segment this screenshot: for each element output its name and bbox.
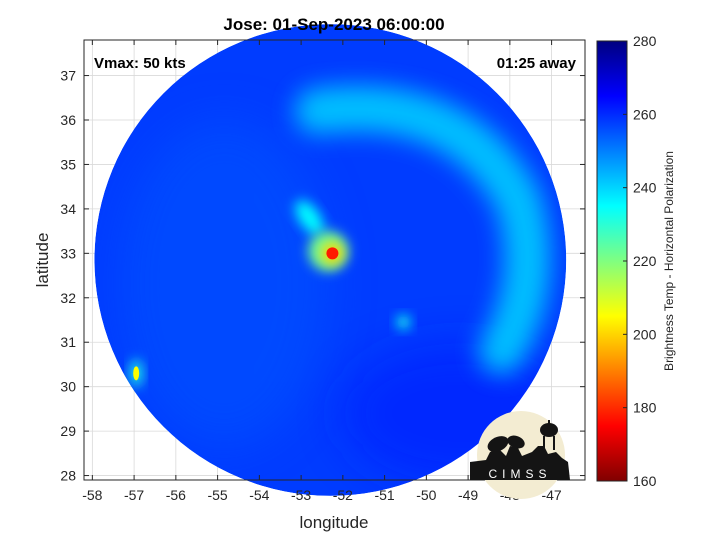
feature-storm-core	[326, 247, 339, 260]
colorbar-tick-label: 200	[633, 326, 657, 342]
y-axis-label: latitude	[33, 233, 52, 288]
x-tick-label: -47	[541, 487, 561, 503]
x-tick-label: -50	[416, 487, 436, 503]
swath-texture	[118, 118, 331, 449]
x-axis-ticks: -58-57-56-55-54-53-52-51-50-49-48-47	[82, 40, 562, 503]
y-tick-label: 31	[60, 334, 76, 350]
plot-frame	[83, 39, 586, 481]
y-tick-label: 35	[60, 156, 76, 172]
x-tick-label: -58	[82, 487, 102, 503]
feature-outer-band	[294, 85, 551, 375]
colorbar-tick-label: 260	[633, 106, 657, 122]
x-tick-label: -55	[207, 487, 227, 503]
time-offset-annotation: 01:25 away	[497, 55, 577, 72]
colorbar-tick-label: 240	[633, 180, 657, 196]
x-tick-label: -57	[124, 487, 144, 503]
y-tick-label: 34	[60, 201, 76, 217]
vmax-annotation: Vmax: 50 kts	[94, 55, 186, 72]
x-tick-label: -56	[166, 487, 186, 503]
cimss-logo: CIMSS	[470, 411, 570, 499]
feature-east-cell	[396, 315, 411, 330]
y-tick-label: 33	[60, 245, 76, 261]
colorbar-tick-label: 160	[633, 473, 657, 489]
colorbar-tick-label: 180	[633, 400, 657, 416]
y-tick-label: 32	[60, 290, 76, 306]
colorbar-label: Brightness Temp - Horizontal Polarizatio…	[662, 151, 676, 371]
feature-west-edge	[133, 366, 140, 381]
y-tick-label: 28	[60, 468, 76, 484]
y-axis-ticks: 28 29 30 31 32 33 34 35 36 37	[60, 68, 585, 484]
x-tick-label: -49	[458, 487, 478, 503]
colorbar-ticks: 160 180 200 220 240 260 280	[623, 33, 657, 489]
x-tick-label: -52	[333, 487, 353, 503]
y-tick-label: 29	[60, 423, 76, 439]
x-tick-label: -54	[249, 487, 269, 503]
y-tick-label: 36	[60, 112, 76, 128]
cimss-logo-text: CIMSS	[488, 467, 551, 481]
y-tick-label: 30	[60, 379, 76, 395]
colorbar-tick-label: 280	[633, 33, 657, 49]
feature-north-band	[295, 200, 324, 236]
x-tick-label: -51	[374, 487, 394, 503]
x-tick-label: -53	[291, 487, 311, 503]
x-axis-label: longitude	[299, 513, 368, 532]
colorbar	[596, 40, 628, 482]
colorbar-tick-label: 220	[633, 253, 657, 269]
y-tick-label: 37	[60, 68, 76, 84]
chart-title: Jose: 01-Sep-2023 06:00:00	[223, 15, 444, 34]
brightness-temp-swath	[94, 24, 567, 496]
